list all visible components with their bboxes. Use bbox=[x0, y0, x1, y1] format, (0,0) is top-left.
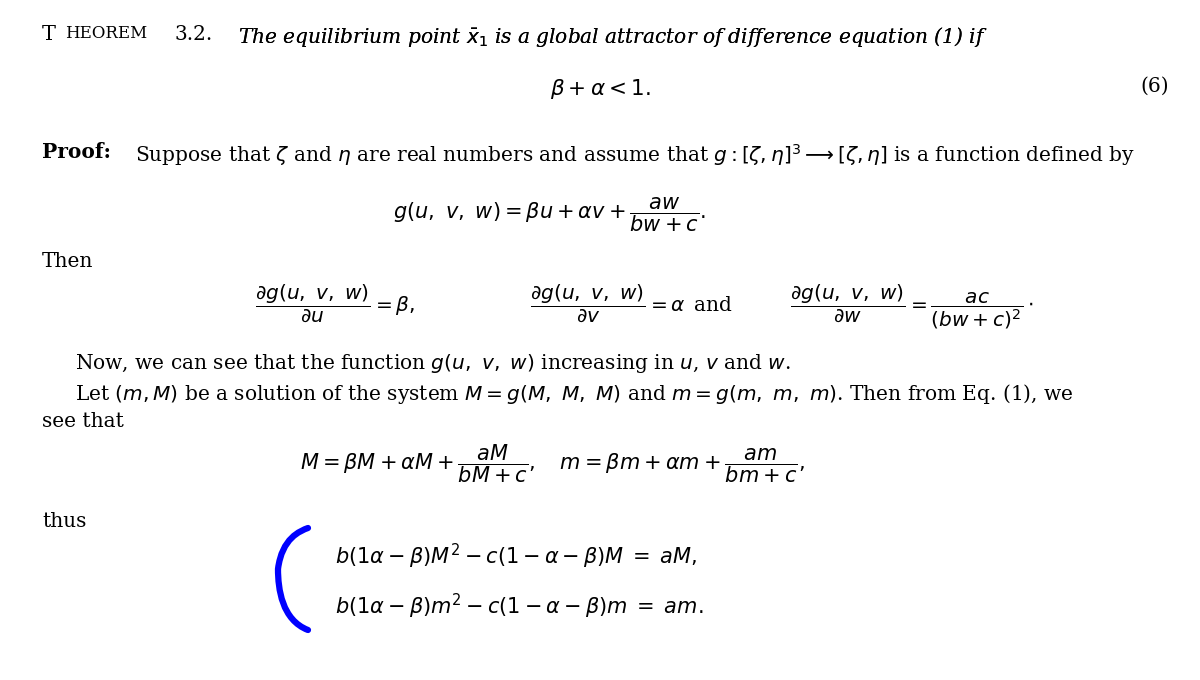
Text: see that: see that bbox=[42, 412, 124, 431]
Text: The equilibrium point $\bar{x}_1$ is a global attractor of difference equation (: The equilibrium point $\bar{x}_1$ is a g… bbox=[238, 25, 988, 49]
Text: 3.2.: 3.2. bbox=[175, 25, 214, 44]
Text: $\dfrac{\partial g(u,\ v,\ w)}{\partial v} = \alpha\,$ and: $\dfrac{\partial g(u,\ v,\ w)}{\partial … bbox=[530, 282, 733, 324]
Text: (6): (6) bbox=[1141, 77, 1169, 96]
Text: $b(1\alpha - \beta)M^2 - c(1 - \alpha - \beta)M \;=\; aM,$: $b(1\alpha - \beta)M^2 - c(1 - \alpha - … bbox=[335, 542, 697, 571]
Text: $g(u,\ v,\ w) = \beta u + \alpha v + \dfrac{aw}{bw+c}.$: $g(u,\ v,\ w) = \beta u + \alpha v + \df… bbox=[394, 195, 707, 233]
Text: HEOREM: HEOREM bbox=[65, 25, 148, 42]
Text: Proof:: Proof: bbox=[42, 142, 112, 162]
Text: $M = \beta M + \alpha M + \dfrac{aM}{bM+c},\quad m = \beta m + \alpha m + \dfrac: $M = \beta M + \alpha M + \dfrac{aM}{bM+… bbox=[300, 442, 805, 485]
Text: The equilibrium point $\bar{x}_1$ is a global attractor of difference equation (: The equilibrium point $\bar{x}_1$ is a g… bbox=[238, 25, 988, 49]
Text: T: T bbox=[42, 25, 56, 44]
Text: Let $(m, M)$ be a solution of the system $M = g(M,\ M,\ M)$ and $m = g(m,\ m,\ m: Let $(m, M)$ be a solution of the system… bbox=[74, 382, 1074, 406]
Text: thus: thus bbox=[42, 512, 86, 531]
Text: $b(1\alpha - \beta)m^2 - c(1 - \alpha - \beta)m \;=\; am.$: $b(1\alpha - \beta)m^2 - c(1 - \alpha - … bbox=[335, 592, 703, 622]
Text: $\dfrac{\partial g(u,\ v,\ w)}{\partial u} = \beta,$: $\dfrac{\partial g(u,\ v,\ w)}{\partial … bbox=[254, 282, 415, 324]
Text: $\beta + \alpha < 1.$: $\beta + \alpha < 1.$ bbox=[550, 77, 650, 101]
Text: Then: Then bbox=[42, 252, 94, 271]
Text: Suppose that $\zeta$ and $\eta$ are real numbers and assume that $g : [\zeta, \e: Suppose that $\zeta$ and $\eta$ are real… bbox=[134, 142, 1135, 168]
Text: Now, we can see that the function $g(u,\ v,\ w)$ increasing in $u$, $v$ and $w$.: Now, we can see that the function $g(u,\… bbox=[74, 352, 791, 375]
Text: $\dfrac{\partial g(u,\ v,\ w)}{\partial w} = \dfrac{ac}{(bw+c)^2}\cdot$: $\dfrac{\partial g(u,\ v,\ w)}{\partial … bbox=[790, 282, 1034, 330]
